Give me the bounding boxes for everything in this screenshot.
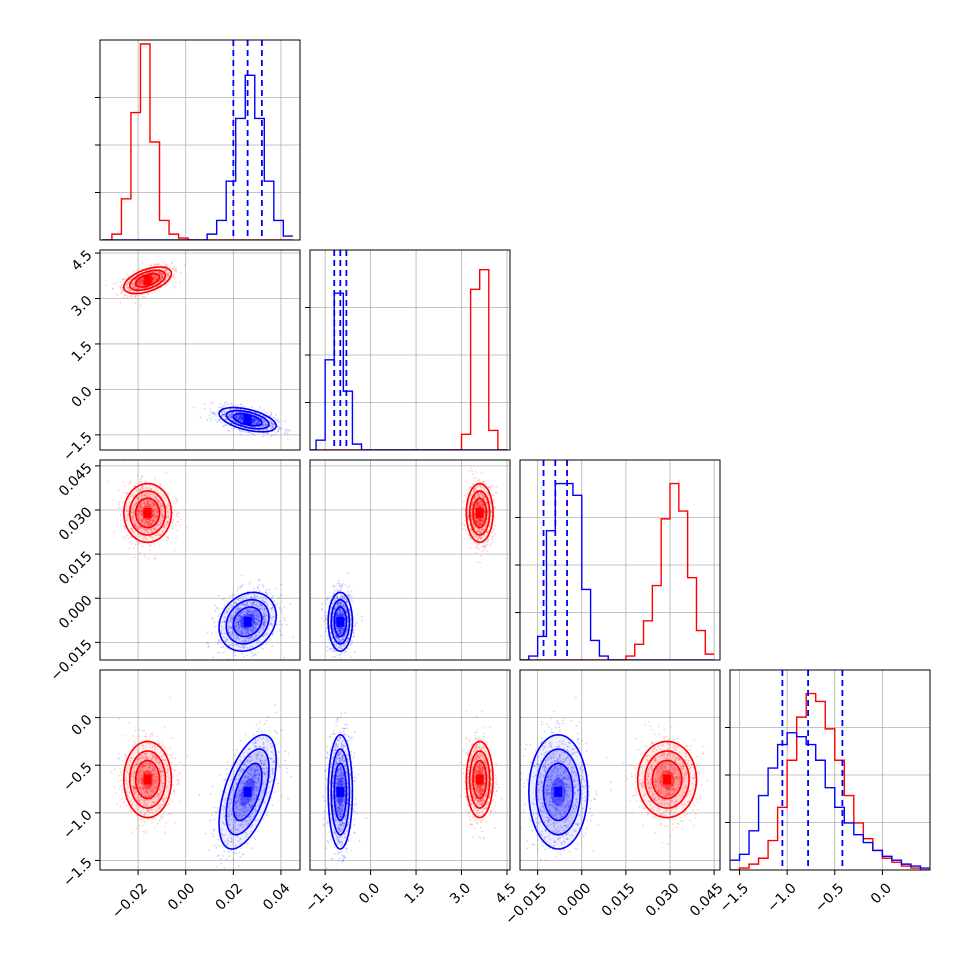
red-contours	[636, 740, 698, 819]
panel-frame	[99, 459, 301, 661]
panel-frame	[309, 249, 511, 451]
red-histogram-series	[310, 268, 507, 450]
x-tick-label: 0.030	[643, 880, 683, 920]
red-contours	[465, 482, 494, 544]
panel-1-1	[305, 249, 511, 451]
x-tick-label: 0.0	[868, 880, 895, 907]
density-peak	[143, 774, 152, 785]
red-contours	[122, 740, 173, 819]
panel-frame	[309, 669, 511, 871]
red-contours	[465, 740, 494, 819]
panel-2-2	[515, 459, 721, 661]
x-tick-label: 1.5	[402, 880, 429, 907]
y-tick-label: 4.5	[69, 247, 96, 274]
blue-histogram-series	[520, 482, 715, 660]
y-tick-label: −1.5	[60, 855, 95, 890]
x-tick-label: 0.02	[213, 880, 246, 913]
panel-3-3: −1.5 −1.0 −0.5 0.0	[717, 669, 931, 916]
density-peak	[143, 507, 152, 518]
panel-frame	[729, 669, 931, 871]
y-tick-label: −0.015	[48, 637, 96, 685]
x-tick-label: 3.0	[447, 880, 474, 907]
density-peak	[243, 414, 252, 425]
blue-contours	[327, 733, 354, 850]
panel-3-1: −1.5 0.0 1.5 3.0 4.5	[302, 669, 520, 916]
panel-frame	[309, 459, 511, 661]
x-tick-label: −1.0	[764, 880, 799, 915]
density-peak	[243, 616, 252, 627]
density-peak	[336, 786, 345, 797]
x-tick-label: −0.5	[812, 880, 847, 915]
x-tick-label: −1.5	[717, 880, 752, 915]
density-peak	[143, 275, 152, 286]
density-peak	[475, 507, 484, 518]
panel-1-0: −1.5 0.0 1.5 3.0 4.5	[60, 247, 301, 465]
blue-histogram-series	[730, 732, 930, 869]
red-histogram-series	[520, 482, 715, 660]
density-peak	[336, 616, 345, 627]
y-tick-label: 1.5	[69, 338, 96, 365]
x-tick-label: 0.00	[165, 880, 198, 913]
y-tick-label: 0.045	[56, 460, 96, 500]
density-peak	[475, 774, 484, 785]
x-tick-label: 0.015	[599, 880, 639, 920]
y-tick-label: −0.5	[60, 760, 95, 795]
blue-contours	[527, 733, 589, 850]
x-tick-label: −0.02	[109, 880, 151, 922]
y-tick-label: 0.015	[56, 548, 96, 588]
panel-frame	[519, 459, 721, 661]
x-tick-label: 0.000	[555, 880, 595, 920]
density-peak	[663, 774, 672, 785]
blue-contours	[218, 733, 278, 850]
panel-frame	[99, 249, 301, 451]
panel-0-0	[95, 39, 301, 241]
y-tick-label: 0.030	[56, 504, 96, 544]
panel-frame	[99, 669, 301, 871]
density-peak	[554, 786, 563, 797]
y-tick-label: −1.0	[60, 807, 95, 842]
blue-histogram-series	[310, 292, 507, 450]
panel-3-2: −0.015 0.000 0.015 0.030 0.045	[502, 669, 727, 928]
red-contours	[122, 266, 173, 295]
panel-3-0: −1.5 −1.0 −0.5 0.0 −0.02 0.00 0.02 0.04	[60, 669, 301, 922]
y-tick-label: 0.0	[69, 384, 96, 411]
panel-frame	[519, 669, 721, 871]
panel-frame	[99, 39, 301, 241]
y-tick-label: 0.0	[69, 712, 96, 739]
red-contours	[122, 482, 173, 544]
x-tick-label: −1.5	[302, 880, 337, 915]
x-tick-label: 0.0	[356, 880, 383, 907]
y-tick-label: 3.0	[69, 293, 96, 320]
blue-contours	[218, 591, 278, 653]
panel-2-1	[309, 459, 511, 661]
density-peak	[243, 786, 252, 797]
blue-histogram-series	[102, 74, 293, 240]
blue-contours	[218, 406, 278, 433]
red-scatter-points	[110, 697, 188, 834]
y-tick-label: −1.5	[60, 429, 95, 464]
blue-contours	[327, 591, 354, 653]
red-histogram-series	[102, 43, 293, 240]
x-tick-label: 0.04	[260, 880, 293, 913]
y-tick-label: 0.000	[56, 593, 96, 633]
red-histogram-series	[730, 692, 930, 870]
